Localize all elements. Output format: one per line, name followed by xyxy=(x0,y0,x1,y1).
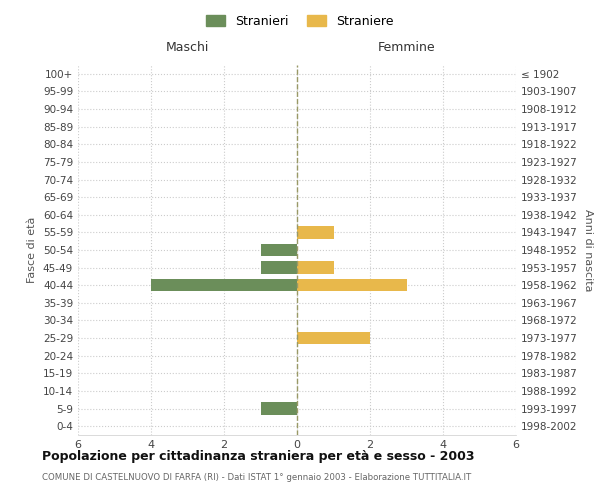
Text: Maschi: Maschi xyxy=(166,41,209,54)
Text: Popolazione per cittadinanza straniera per età e sesso - 2003: Popolazione per cittadinanza straniera p… xyxy=(42,450,475,463)
Bar xyxy=(297,332,370,344)
Y-axis label: Anni di nascita: Anni di nascita xyxy=(583,209,593,291)
Text: Femmine: Femmine xyxy=(377,41,436,54)
Bar xyxy=(151,279,297,291)
Legend: Stranieri, Straniere: Stranieri, Straniere xyxy=(200,8,400,34)
Bar xyxy=(260,262,297,274)
Bar xyxy=(297,262,334,274)
Text: COMUNE DI CASTELNUOVO DI FARFA (RI) - Dati ISTAT 1° gennaio 2003 - Elaborazione : COMUNE DI CASTELNUOVO DI FARFA (RI) - Da… xyxy=(42,472,471,482)
Bar xyxy=(297,279,407,291)
Bar xyxy=(260,402,297,414)
Bar xyxy=(297,226,334,238)
Y-axis label: Fasce di età: Fasce di età xyxy=(28,217,37,283)
Bar xyxy=(260,244,297,256)
